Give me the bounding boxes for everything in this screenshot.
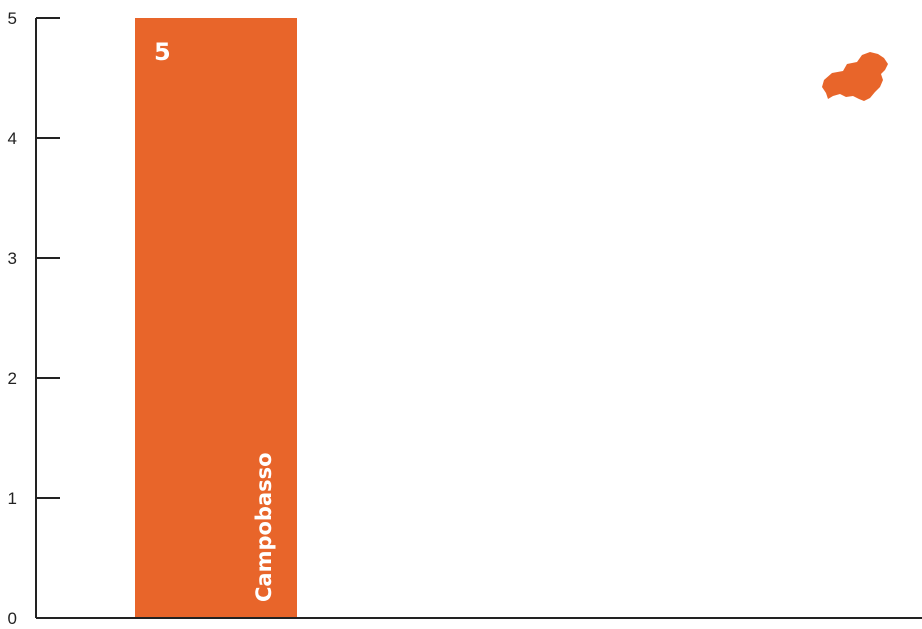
y-tick-label: 1 bbox=[8, 489, 17, 508]
y-tick-label: 4 bbox=[8, 129, 17, 148]
y-tick-label: 2 bbox=[8, 369, 17, 388]
y-tick-label: 3 bbox=[8, 249, 17, 268]
y-axis-ticks: 0 1 2 3 4 5 bbox=[8, 9, 60, 628]
bar bbox=[135, 18, 297, 618]
bar-category-label: Campobasso bbox=[252, 452, 276, 602]
bar-value-label: 5 bbox=[154, 38, 171, 66]
y-tick-label: 0 bbox=[8, 609, 17, 628]
bars: 5 Campobasso bbox=[135, 18, 297, 618]
y-tick-label: 5 bbox=[8, 9, 17, 28]
molise-region-map-icon bbox=[822, 52, 888, 101]
